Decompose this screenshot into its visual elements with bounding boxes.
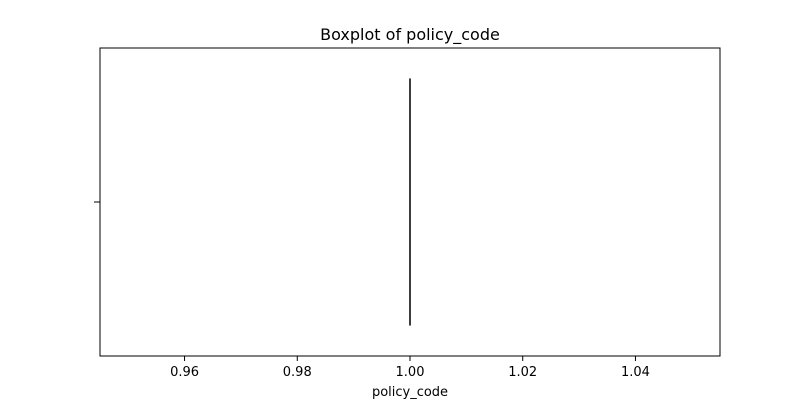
x-tick-label: 1.00 bbox=[396, 365, 425, 380]
x-tick-label: 0.98 bbox=[283, 365, 312, 380]
x-tick-label: 0.96 bbox=[170, 365, 199, 380]
x-axis-label: policy_code bbox=[372, 385, 448, 400]
x-tick-label: 1.04 bbox=[621, 365, 650, 380]
x-axis-ticks: 0.96 0.98 1.00 1.02 1.04 bbox=[170, 356, 650, 380]
x-tick-label: 1.02 bbox=[508, 365, 537, 380]
chart-title: Boxplot of policy_code bbox=[320, 25, 500, 45]
